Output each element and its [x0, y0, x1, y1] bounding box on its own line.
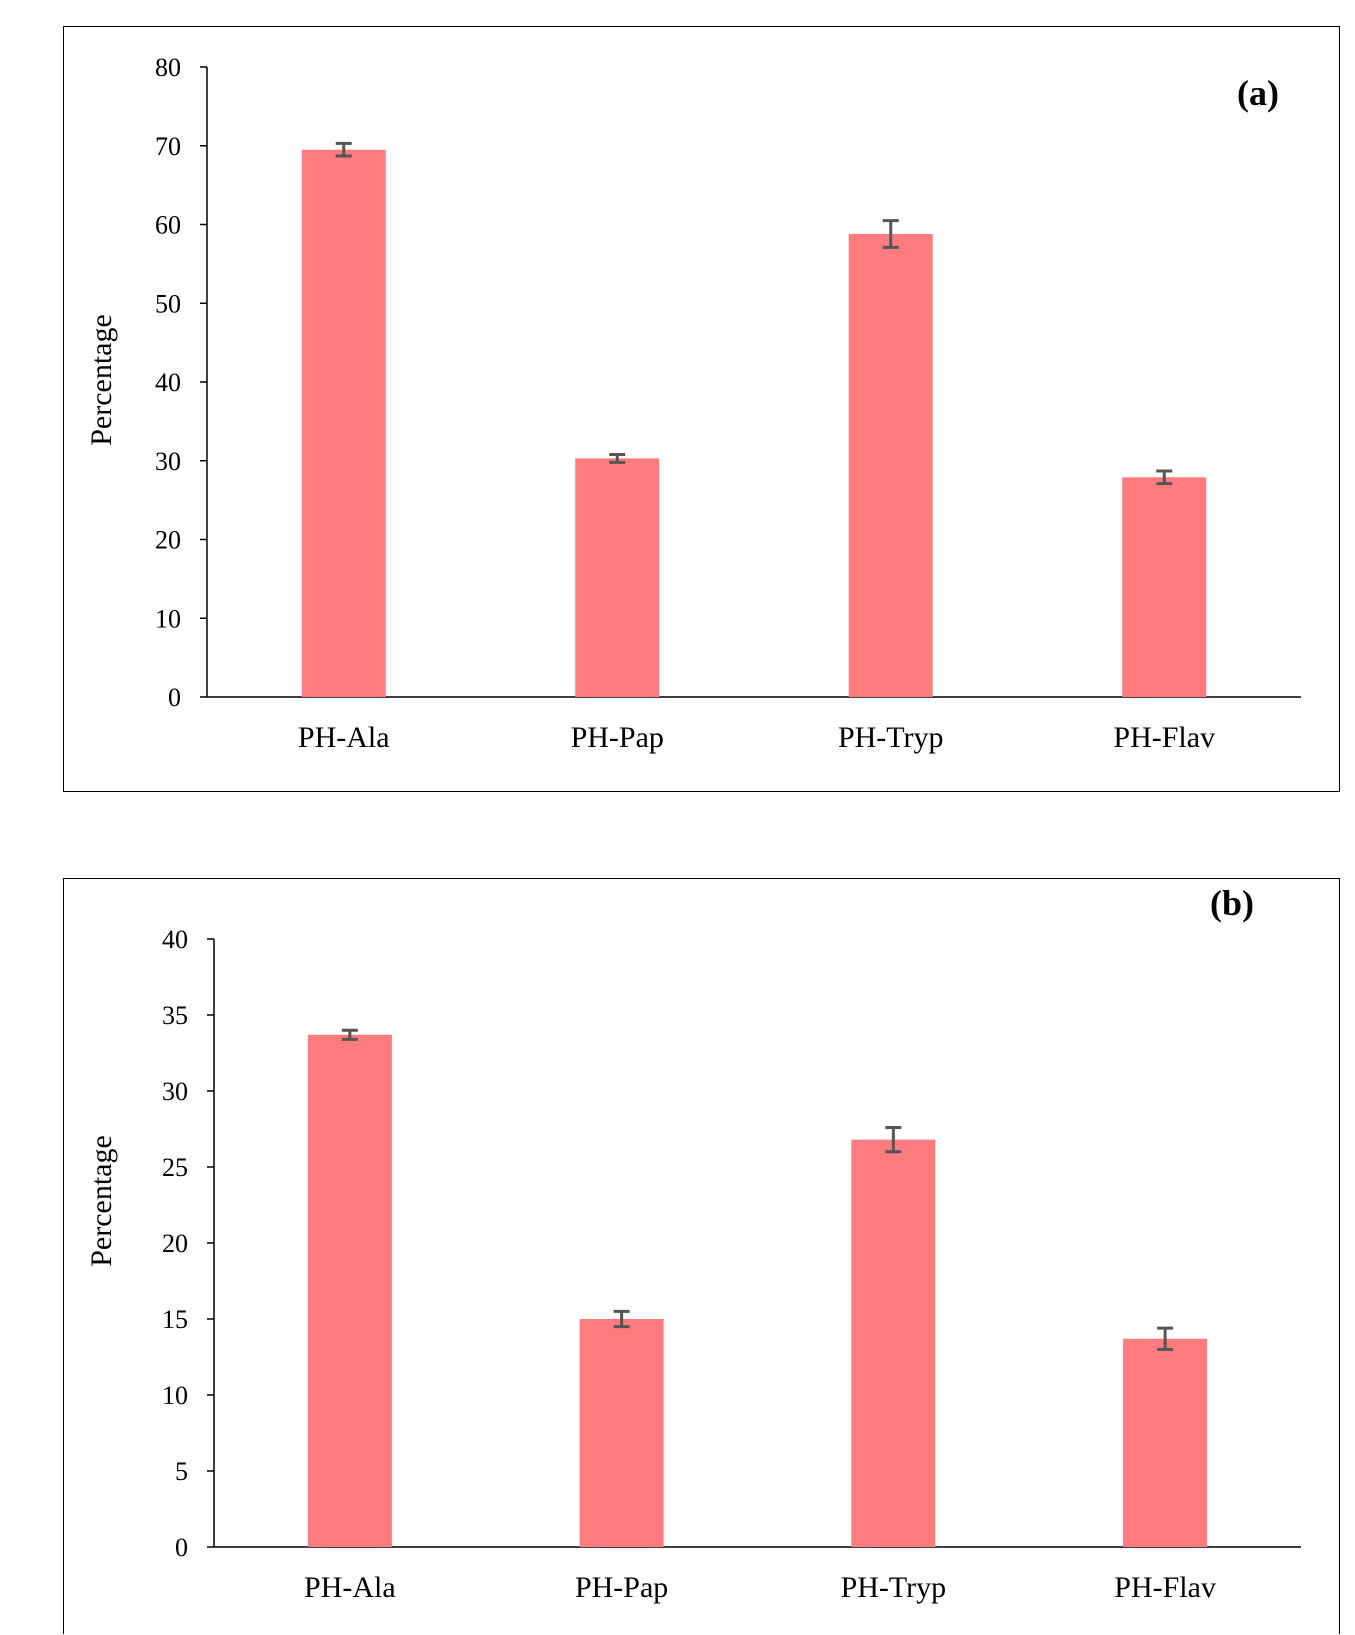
y-tick-label: 60	[155, 211, 181, 240]
x-category-label: PH-Tryp	[841, 1571, 947, 1604]
chart-panel-b: (b) Percentage 0 5 10 15 20 25 30 35 40 PH-Ala PH-…	[63, 878, 1340, 1634]
y-axis-title: Percentage	[85, 1135, 118, 1267]
y-tick-label: 30	[155, 447, 181, 476]
x-category-label: PH-Flav	[1114, 1571, 1216, 1604]
panel-label: (b)	[1210, 883, 1254, 923]
bar	[579, 1319, 664, 1547]
bar-chart-b: (b) Percentage 0 5 10 15 20 25 30 35 40 PH-Ala PH-…	[85, 883, 1301, 1604]
y-tick-label: 10	[155, 604, 181, 633]
bar-chart-a: (a) Percentage 0 10 20 30 40 50 60 70 80 PH-Ala PH…	[85, 53, 1301, 754]
y-tick-label: 40	[162, 925, 188, 954]
x-category-label: PH-Ala	[304, 1571, 396, 1604]
y-axis-title: Percentage	[85, 314, 118, 446]
x-category-label: PH-Pap	[575, 1571, 668, 1604]
bar	[1122, 477, 1207, 697]
chart-panel-a: (a) Percentage 0 10 20 30 40 50 60 70 80 PH-Ala PH…	[63, 26, 1340, 792]
x-category-label: PH-Flav	[1113, 721, 1215, 754]
y-tick-label: 30	[162, 1077, 188, 1106]
y-tick-label: 70	[155, 132, 181, 161]
y-tick-label: 80	[155, 53, 181, 82]
panel-label: (a)	[1237, 73, 1279, 113]
y-tick-label: 10	[162, 1381, 188, 1410]
y-tick-label: 15	[162, 1305, 188, 1334]
y-tick-label: 25	[162, 1153, 188, 1182]
x-category-label: PH-Pap	[571, 721, 664, 754]
y-tick-label: 0	[175, 1533, 188, 1562]
bar	[575, 458, 660, 697]
y-tick-label: 5	[175, 1457, 188, 1486]
y-tick-label: 50	[155, 289, 181, 318]
bar	[301, 149, 386, 697]
bar	[1123, 1338, 1208, 1547]
bar	[848, 233, 933, 697]
bar	[851, 1139, 936, 1547]
y-tick-label: 20	[162, 1229, 188, 1258]
x-category-label: PH-Ala	[298, 721, 390, 754]
x-category-label: PH-Tryp	[838, 721, 944, 754]
y-tick-label: 20	[155, 526, 181, 555]
y-tick-label: 40	[155, 368, 181, 397]
y-tick-label: 0	[168, 683, 181, 712]
y-tick-label: 35	[162, 1001, 188, 1030]
bar	[307, 1034, 392, 1547]
